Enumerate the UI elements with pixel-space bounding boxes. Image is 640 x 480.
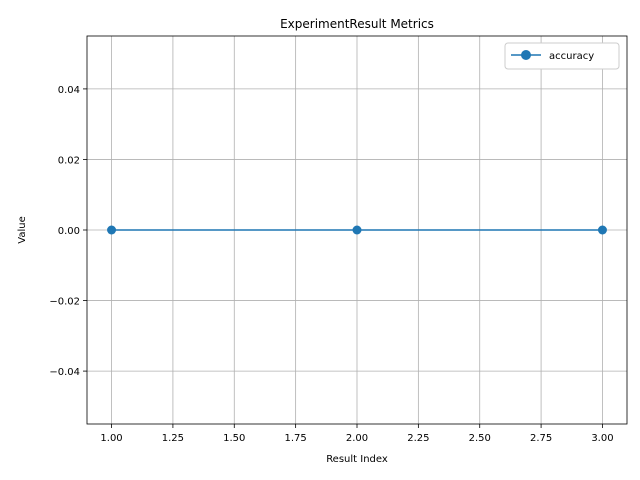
y-tick-label: −0.04: [49, 367, 80, 378]
data-point-accuracy: [352, 225, 362, 235]
x-tick-label: 2.00: [346, 433, 368, 444]
chart-title: ExperimentResult Metrics: [280, 17, 434, 31]
y-tick-label: 0.02: [58, 155, 80, 166]
x-axis-ticks: 1.00 1.25 1.50 1.75 2.00 2.25 2.50 2.75 3.00: [100, 424, 614, 444]
legend: accuracy: [504, 42, 620, 70]
legend-box: [504, 42, 620, 70]
y-axis-ticks: −0.04 −0.02 0.00 0.02 0.04: [49, 85, 87, 378]
legend-marker: [521, 50, 531, 60]
x-tick-label: 1.75: [285, 433, 307, 444]
series-layer: [107, 225, 607, 235]
y-tick-label: −0.02: [49, 297, 80, 308]
x-tick-label: 2.75: [530, 433, 552, 444]
x-tick-label: 2.25: [407, 433, 429, 444]
x-tick-label: 2.50: [469, 433, 491, 444]
x-tick-label: 1.25: [162, 433, 184, 444]
x-tick-label: 1.00: [100, 433, 122, 444]
y-tick-label: 0.04: [58, 85, 80, 96]
legend-label-accuracy: accuracy: [549, 51, 594, 62]
y-tick-label: 0.00: [58, 226, 80, 237]
data-point-accuracy: [597, 225, 607, 235]
x-tick-label: 3.00: [591, 433, 613, 444]
x-axis-label: Result Index: [326, 454, 388, 465]
data-point-accuracy: [107, 225, 117, 235]
x-tick-label: 1.50: [223, 433, 245, 444]
y-axis-label: Value: [17, 216, 28, 243]
